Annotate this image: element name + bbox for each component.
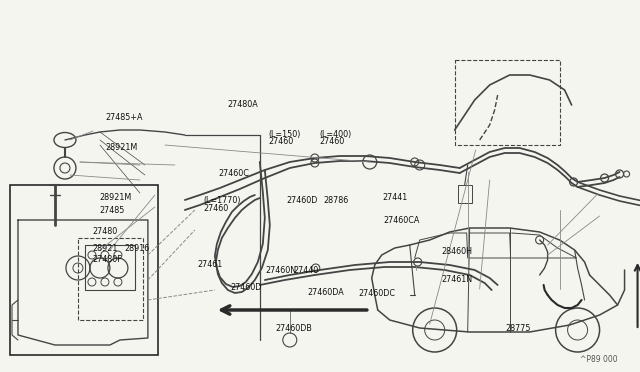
Text: 27480F: 27480F <box>93 255 122 264</box>
Text: 28921M: 28921M <box>106 143 138 152</box>
Text: 27460C: 27460C <box>219 169 250 178</box>
Bar <box>85 245 135 290</box>
Text: 27460DB: 27460DB <box>275 324 312 333</box>
Text: 27460N: 27460N <box>266 266 296 275</box>
Text: 27460DA: 27460DA <box>307 288 344 297</box>
Text: 27460D: 27460D <box>230 283 262 292</box>
Text: 27485+A: 27485+A <box>106 113 143 122</box>
Text: 27460DC: 27460DC <box>358 289 395 298</box>
Text: 27480A: 27480A <box>227 100 258 109</box>
Text: (L=150): (L=150) <box>269 130 301 139</box>
Text: 28460H: 28460H <box>442 247 472 256</box>
Text: 28921M: 28921M <box>99 193 131 202</box>
Text: (L=400): (L=400) <box>320 130 352 139</box>
Bar <box>78 238 143 320</box>
Bar <box>10 185 158 355</box>
Bar <box>458 185 472 203</box>
Text: 28921: 28921 <box>93 244 118 253</box>
Text: ^P89 000: ^P89 000 <box>580 355 617 364</box>
Text: 28786: 28786 <box>324 196 349 205</box>
Text: 27460D: 27460D <box>287 196 318 205</box>
Text: 27440: 27440 <box>293 266 318 275</box>
Text: 27460: 27460 <box>269 137 294 146</box>
Text: 27441: 27441 <box>383 193 408 202</box>
Text: 27485: 27485 <box>99 206 125 215</box>
Text: (L=1770): (L=1770) <box>204 196 241 205</box>
Text: 28775: 28775 <box>505 324 531 333</box>
Text: 27461N: 27461N <box>442 275 472 284</box>
Text: 27461: 27461 <box>197 260 222 269</box>
Text: 27460: 27460 <box>320 137 345 146</box>
Text: 27480: 27480 <box>93 227 118 236</box>
Bar <box>454 60 559 145</box>
Text: 27460CA: 27460CA <box>384 216 420 225</box>
Text: 27460: 27460 <box>204 204 228 213</box>
Text: 28916: 28916 <box>125 244 150 253</box>
